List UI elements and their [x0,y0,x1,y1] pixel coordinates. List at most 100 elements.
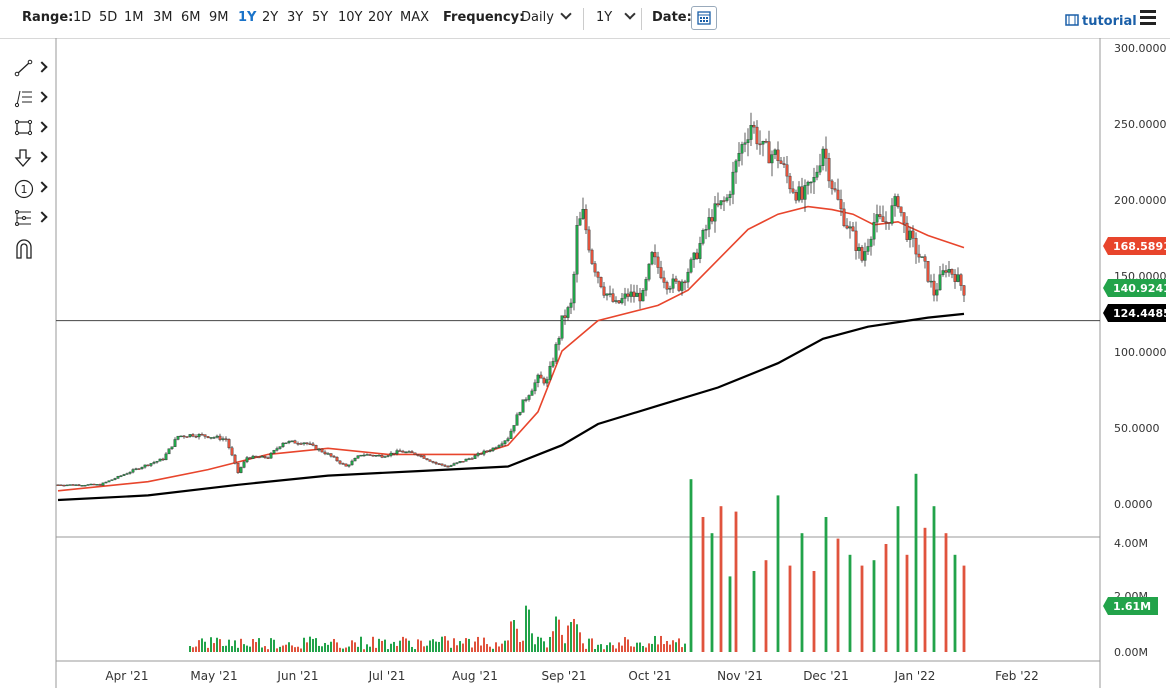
candle-body [206,436,210,438]
candle-body [614,300,618,302]
volume-bar [354,642,356,652]
film-icon [1065,14,1079,26]
volume-bar [450,647,452,652]
candle-body [533,382,537,392]
rectangle-tool-button[interactable] [14,118,50,140]
candle-body [908,230,912,240]
volume-bar [438,641,440,652]
volume-bar [264,646,266,652]
volume-bar [309,636,311,652]
candle-body [347,464,351,467]
arrow-tool-button[interactable] [14,148,50,170]
candle-body [191,434,195,437]
volume-bar [306,642,308,652]
volume-bar [459,641,461,652]
candle-body [377,455,381,457]
volume-bar [378,638,380,652]
hamburger-menu-icon[interactable] [1140,10,1156,28]
volume-bar [258,638,260,652]
volume-bar [666,641,668,652]
volume-bar [549,636,551,652]
rectangle-tool-icon [14,119,33,136]
pattern-tool-button[interactable] [14,208,50,230]
candle-body [515,414,519,426]
volume-bar [642,646,644,652]
candle-body [710,217,714,222]
volume-bar [369,646,371,652]
range-1y-button[interactable]: 1Y [238,10,257,25]
candle-body [740,144,744,154]
range-6m-button[interactable]: 6M [181,10,201,25]
volume-bar [210,637,212,652]
range-2y-button[interactable]: 2Y [262,10,279,25]
volume-bar [492,648,494,652]
range-max-button[interactable]: MAX [400,10,430,25]
volume-bar [564,643,566,652]
candle-body [383,456,387,458]
magnet-icon [16,239,32,259]
candle-body [368,454,372,456]
volume-bar [567,625,569,652]
candle-body [131,469,135,473]
time-tick: Jan '22 [894,669,936,683]
fib-tool-button[interactable] [14,88,50,110]
frequency-select[interactable]: Daily [521,8,572,25]
volume-bar [648,643,650,652]
magnet-button[interactable] [14,238,50,260]
tutorial-link[interactable]: tutorial [1065,14,1137,29]
candle-body [395,450,399,455]
candle-body [578,218,582,226]
volume-bar [300,648,302,652]
period-select[interactable]: 1Y [596,8,636,25]
candle-body [386,455,390,457]
volume-bar [525,605,527,652]
range-1m-button[interactable]: 1M [124,10,144,25]
candle-body [866,246,870,252]
volume-bar [435,641,437,652]
range-3y-button[interactable]: 3Y [287,10,304,25]
candle-body [350,460,354,466]
candle-body [662,277,666,283]
candle-body [278,446,282,449]
candle-body [803,185,807,200]
range-20y-button[interactable]: 20Y [368,10,393,25]
volume-bar [477,636,479,652]
range-3m-button[interactable]: 3M [153,10,173,25]
candle-body [464,458,468,462]
candle-body [560,315,564,339]
volume-bar [393,641,395,652]
range-1d-button[interactable]: 1D [73,10,92,25]
volume-bar [270,638,272,652]
candle-body [563,315,567,318]
volume-bar [824,517,828,652]
candle-body [704,229,708,231]
volume-bar [402,636,404,652]
line-tool-button[interactable] [14,58,50,80]
calendar-button[interactable] [691,6,717,30]
candle-body [626,293,630,297]
candle-body [923,256,927,262]
candle-body [437,463,441,465]
candle-body [236,462,240,473]
volume-bar [923,527,927,652]
volume-bar [207,647,209,652]
number-marker-button[interactable]: 1 [14,178,50,200]
candle-body [926,261,930,282]
time-tick: Feb '22 [995,669,1039,683]
candle-body [125,473,129,475]
range-10y-button[interactable]: 10Y [338,10,363,25]
volume-bar [390,643,392,652]
volume-bar [246,645,248,652]
range-9m-button[interactable]: 9M [209,10,229,25]
volume-bar [606,645,608,652]
range-5d-button[interactable]: 5D [99,10,118,25]
volume-bar [579,632,581,652]
range-5y-button[interactable]: 5Y [312,10,329,25]
candle-body [449,465,453,467]
candle-body [98,484,102,486]
volume-bar [719,506,723,652]
volume-bar [728,576,732,652]
volume-bar [582,643,584,652]
date-label: Date: [652,10,692,25]
